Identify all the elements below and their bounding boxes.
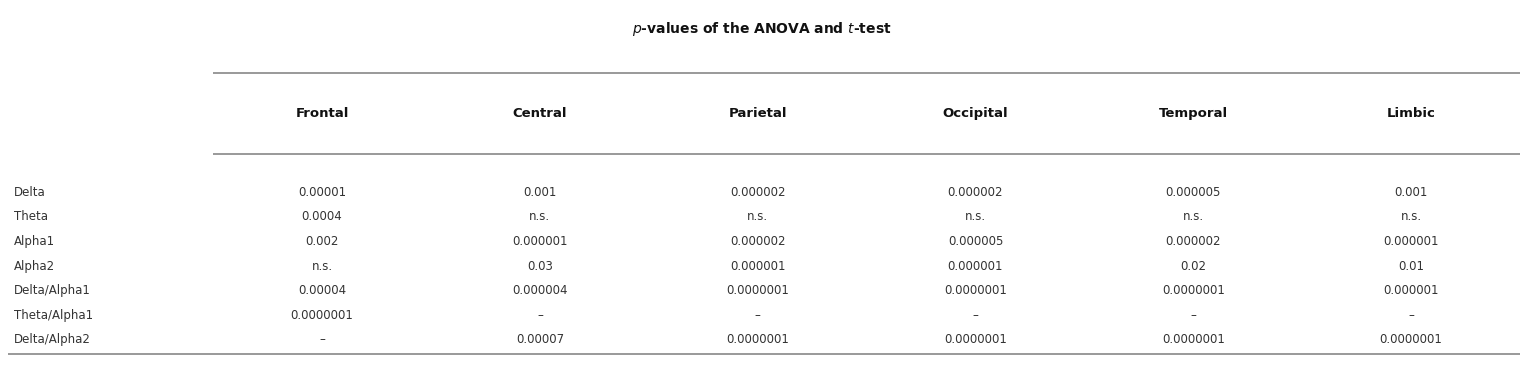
Text: –: – xyxy=(538,309,542,322)
Text: 0.0000001: 0.0000001 xyxy=(726,284,789,297)
Text: 0.000002: 0.000002 xyxy=(1165,235,1221,248)
Text: 0.000004: 0.000004 xyxy=(512,284,568,297)
Text: 0.000001: 0.000001 xyxy=(730,259,786,273)
Text: 0.000002: 0.000002 xyxy=(730,186,786,199)
Text: n.s.: n.s. xyxy=(1183,210,1203,223)
Text: –: – xyxy=(1191,309,1196,322)
Text: Parietal: Parietal xyxy=(728,107,787,120)
Text: 0.00001: 0.00001 xyxy=(299,186,346,199)
Text: –: – xyxy=(755,309,760,322)
Text: Occipital: Occipital xyxy=(943,107,1008,120)
Text: –: – xyxy=(973,309,978,322)
Text: Central: Central xyxy=(513,107,567,120)
Text: 0.01: 0.01 xyxy=(1398,259,1424,273)
Text: 0.000005: 0.000005 xyxy=(947,235,1004,248)
Text: 0.000001: 0.000001 xyxy=(947,259,1004,273)
Text: n.s.: n.s. xyxy=(312,259,332,273)
Text: 0.03: 0.03 xyxy=(527,259,553,273)
Text: 0.000002: 0.000002 xyxy=(730,235,786,248)
Text: 0.0000001: 0.0000001 xyxy=(726,334,789,346)
Text: 0.000001: 0.000001 xyxy=(1383,284,1439,297)
Text: 0.000002: 0.000002 xyxy=(947,186,1004,199)
Text: 0.0000001: 0.0000001 xyxy=(944,334,1007,346)
Text: Alpha2: Alpha2 xyxy=(14,259,55,273)
Text: Delta/Alpha2: Delta/Alpha2 xyxy=(14,334,90,346)
Text: n.s.: n.s. xyxy=(1401,210,1421,223)
Text: Frontal: Frontal xyxy=(295,107,349,120)
Text: 0.02: 0.02 xyxy=(1180,259,1206,273)
Text: 0.0000001: 0.0000001 xyxy=(944,284,1007,297)
Text: Theta: Theta xyxy=(14,210,47,223)
Text: Theta/Alpha1: Theta/Alpha1 xyxy=(14,309,93,322)
Text: –: – xyxy=(320,334,324,346)
Text: Temporal: Temporal xyxy=(1159,107,1228,120)
Text: 0.000005: 0.000005 xyxy=(1165,186,1221,199)
Text: Delta: Delta xyxy=(14,186,46,199)
Text: n.s.: n.s. xyxy=(966,210,985,223)
Text: 0.0000001: 0.0000001 xyxy=(1380,334,1442,346)
Text: n.s.: n.s. xyxy=(748,210,768,223)
Text: Alpha1: Alpha1 xyxy=(14,235,55,248)
Text: 0.00007: 0.00007 xyxy=(516,334,564,346)
Text: Limbic: Limbic xyxy=(1386,107,1436,120)
Text: 0.0000001: 0.0000001 xyxy=(291,309,353,322)
Text: 0.00004: 0.00004 xyxy=(299,284,346,297)
Text: 0.001: 0.001 xyxy=(1395,186,1427,199)
Text: 0.001: 0.001 xyxy=(524,186,556,199)
Text: 0.0000001: 0.0000001 xyxy=(1162,284,1224,297)
Text: 0.002: 0.002 xyxy=(306,235,338,248)
Text: 0.000001: 0.000001 xyxy=(512,235,568,248)
Text: 0.0004: 0.0004 xyxy=(302,210,343,223)
Text: n.s.: n.s. xyxy=(530,210,550,223)
Text: 0.000001: 0.000001 xyxy=(1383,235,1439,248)
Text: 0.0000001: 0.0000001 xyxy=(1162,334,1224,346)
Text: $p$-values of the ANOVA and $t$-test: $p$-values of the ANOVA and $t$-test xyxy=(632,20,891,39)
Text: Delta/Alpha1: Delta/Alpha1 xyxy=(14,284,90,297)
Text: –: – xyxy=(1409,309,1413,322)
